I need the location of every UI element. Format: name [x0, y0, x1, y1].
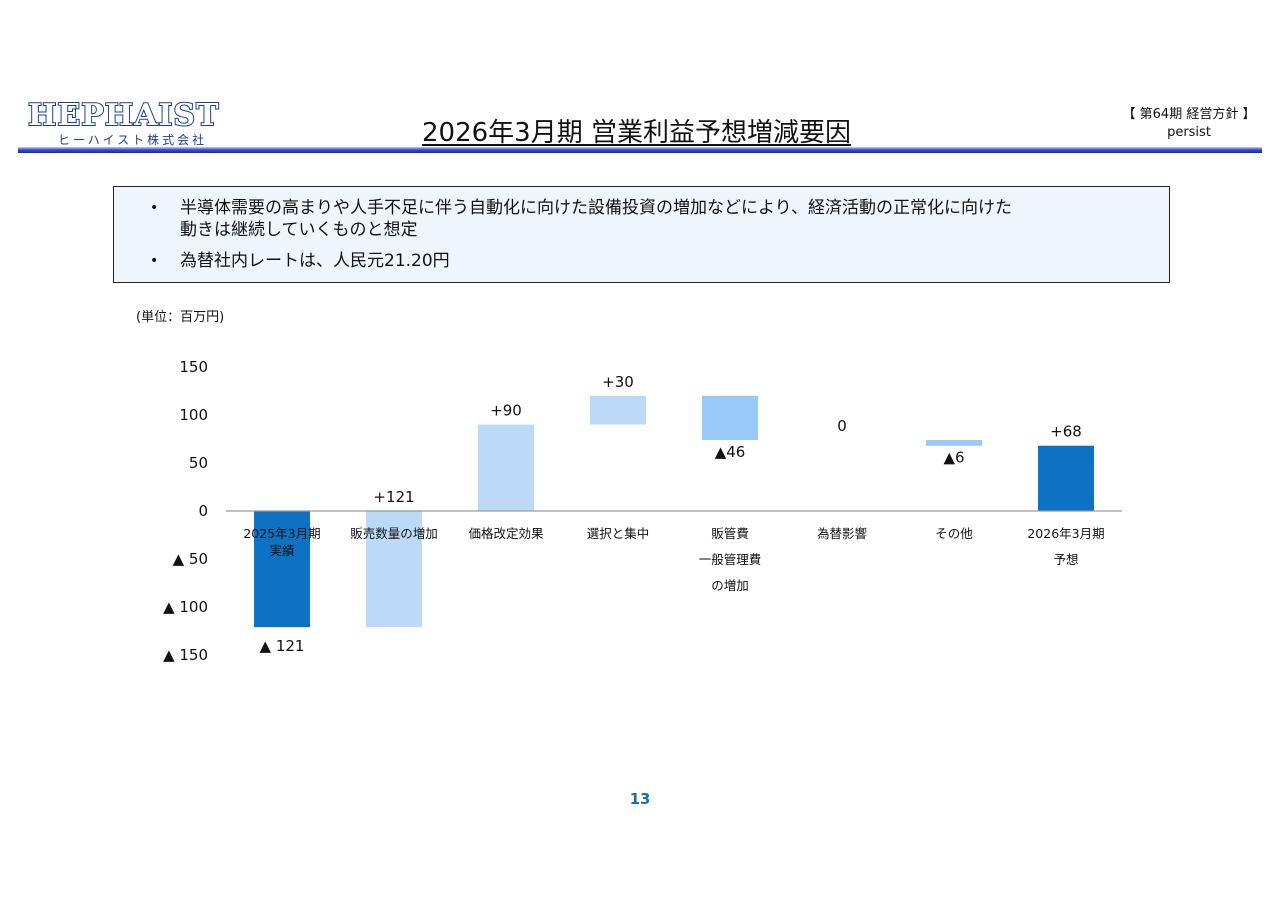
y-tick-label: 50: [189, 454, 208, 472]
waterfall-bar: [1038, 445, 1094, 511]
policy-tag-line2: persist: [1167, 125, 1211, 140]
page-number: 13: [629, 790, 651, 808]
data-label: +90: [490, 402, 522, 420]
waterfall-bar: [926, 439, 982, 446]
unit-label: (単位：百万円): [136, 310, 225, 325]
y-tick-label: ▲ 50: [173, 550, 208, 568]
policy-tag-line1: 【 第64期 経営方針 】: [1122, 107, 1256, 122]
company-logo: HEPHAIST ヒーハイスト株式会社: [27, 98, 248, 150]
policy-tag: 【 第64期 経営方針 】 persist: [1112, 106, 1266, 142]
x-category-label: 販売数量の増加: [350, 526, 438, 541]
page-title: 2026年3月期 営業利益予想増減要因: [422, 118, 851, 148]
note-box: • 半導体需要の高まりや人手不足に伴う自動化に向けた設備投資の増加などにより、経…: [113, 186, 1170, 283]
logo-wordmark: HEPHAIST: [27, 98, 220, 133]
x-category-label: 為替影響: [817, 526, 867, 541]
waterfall-bar: [478, 424, 534, 511]
y-tick-label: 150: [179, 358, 208, 376]
x-category-label: の増加: [711, 578, 749, 593]
bullet-text-line: 動きは継続していくものと想定: [180, 220, 418, 240]
x-category-label: 予想: [1053, 552, 1078, 567]
waterfall-bar: [366, 511, 422, 628]
bullet-dot: •: [150, 253, 159, 269]
data-label: +121: [373, 488, 414, 506]
data-label: 0: [837, 417, 847, 435]
waterfall-bar: [702, 395, 758, 440]
bullet-dot: •: [150, 200, 159, 216]
waterfall-bar: [254, 511, 310, 628]
data-label: ▲6: [943, 449, 964, 467]
logo-company-name: ヒーハイスト株式会社: [58, 133, 208, 147]
bullet-text-line: 為替社内レートは、人民元21.20円: [180, 251, 450, 271]
y-tick-label: 0: [198, 502, 208, 520]
x-category-label: 実績: [269, 543, 294, 558]
y-tick-label: ▲ 150: [163, 646, 208, 664]
data-label: +68: [1050, 423, 1082, 441]
data-label: ▲ 121: [260, 637, 305, 655]
x-category-label: 2026年3月期: [1027, 526, 1104, 541]
y-tick-label: ▲ 100: [163, 598, 208, 616]
x-category-label: 選択と集中: [587, 526, 650, 541]
data-label: +30: [602, 373, 634, 391]
x-category-label: 2025年3月期: [243, 526, 320, 541]
x-category-label: その他: [935, 526, 973, 541]
x-category-label: 価格改定効果: [468, 526, 544, 541]
header-rule: [18, 147, 1262, 153]
bullet-text-line: 半導体需要の高まりや人手不足に伴う自動化に向けた設備投資の増加などにより、経済活…: [180, 198, 1012, 218]
y-tick-label: 100: [179, 406, 208, 424]
data-label: ▲46: [715, 443, 746, 461]
x-category-label: 販管費: [711, 526, 749, 541]
x-category-label: 一般管理費: [699, 552, 762, 567]
waterfall-bar: [590, 395, 646, 425]
